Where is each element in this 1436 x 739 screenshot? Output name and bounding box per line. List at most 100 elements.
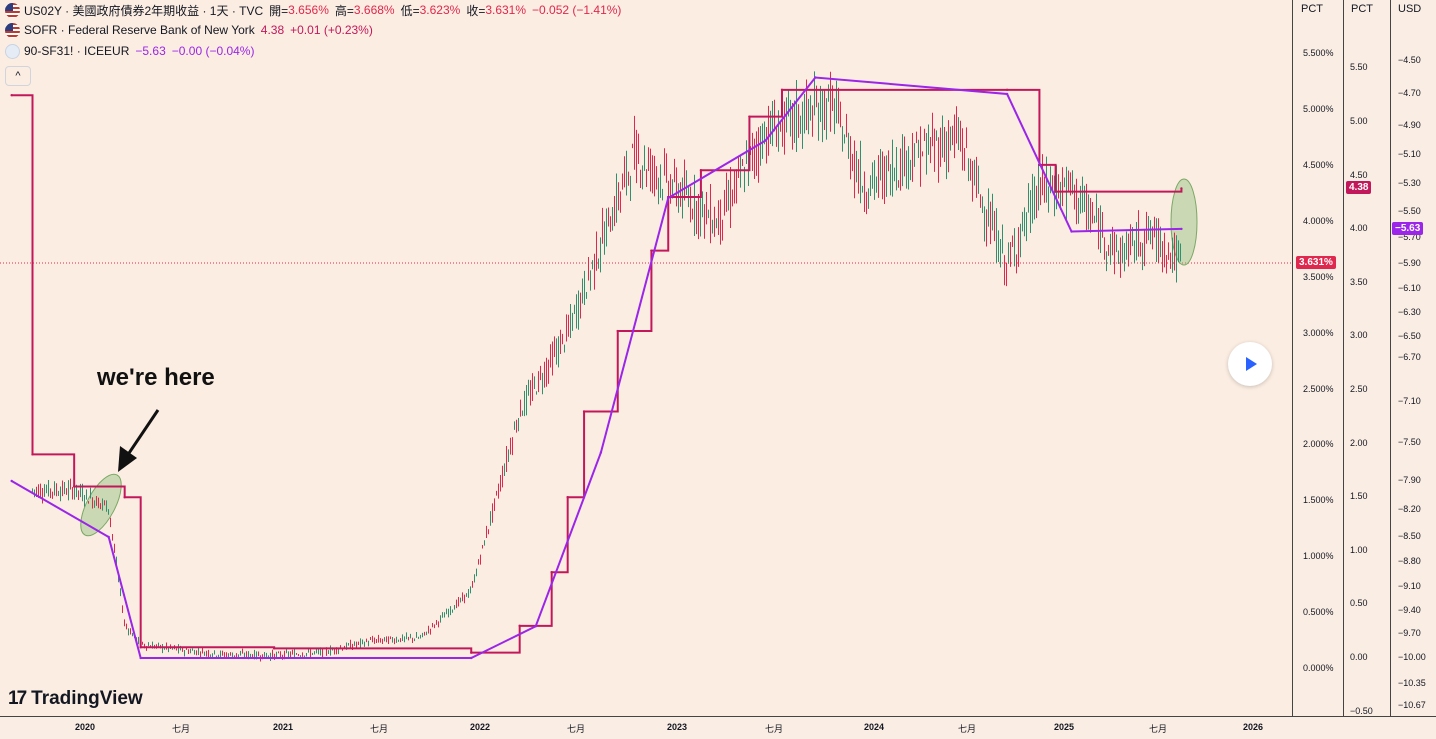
legend-high: 3.668% bbox=[353, 3, 395, 17]
axis-tick-label: −7.50 bbox=[1398, 437, 1421, 447]
axis-tick-label: 4.000% bbox=[1303, 215, 1334, 226]
axis-tick-label: −5.70 bbox=[1398, 232, 1421, 242]
axis-tick-label: 1.00 bbox=[1350, 544, 1368, 555]
axis-tick-label: 0.50 bbox=[1350, 598, 1368, 609]
sf31-point bbox=[667, 196, 670, 200]
price-chart[interactable] bbox=[0, 0, 1292, 716]
highlight-ellipse-2025 bbox=[1170, 178, 1198, 266]
axis-tick-label: 5.50 bbox=[1350, 62, 1368, 73]
axis-tick-label: 2.00 bbox=[1350, 437, 1368, 448]
legend-sofr-value: 4.38 bbox=[260, 23, 285, 37]
axis-tick-label: −6.10 bbox=[1398, 283, 1421, 293]
sofr-point bbox=[748, 115, 751, 118]
axis-tick-label: 2.500% bbox=[1303, 383, 1334, 394]
sofr-point bbox=[1180, 187, 1183, 190]
sf31-point bbox=[107, 535, 110, 539]
axis-tick-label: 0.000% bbox=[1303, 663, 1334, 673]
legend-open: 3.656% bbox=[288, 3, 329, 17]
sofr-point bbox=[72, 485, 76, 488]
us02y-candles bbox=[32, 71, 1181, 662]
axis-tick-label: −6.30 bbox=[1398, 307, 1421, 317]
axis-tick-label: 1.000% bbox=[1303, 551, 1334, 562]
time-axis-label: 七月 bbox=[1148, 724, 1168, 734]
axis-tick-label: −5.10 bbox=[1398, 149, 1421, 159]
axis-tick-label: −9.70 bbox=[1398, 628, 1421, 638]
sf31-point bbox=[764, 139, 767, 142]
sofr-point bbox=[650, 249, 653, 252]
axis-tick-label: 2.50 bbox=[1350, 384, 1368, 394]
axis-tick-label: −7.90 bbox=[1398, 475, 1421, 485]
sf31-point bbox=[1070, 230, 1073, 233]
ice-logo-icon bbox=[5, 43, 20, 59]
annotation-text: we're here bbox=[97, 364, 215, 391]
axis-divider bbox=[1343, 0, 1344, 716]
time-axis-label: 2020 bbox=[74, 722, 96, 732]
play-button[interactable] bbox=[1228, 342, 1272, 386]
sofr-point bbox=[550, 571, 553, 574]
axis-tick-label: −8.20 bbox=[1398, 504, 1421, 514]
sf31-series-line bbox=[11, 76, 1182, 659]
sofr-point bbox=[582, 410, 586, 413]
sf31-point bbox=[1180, 227, 1183, 231]
axis-tick-label: −10.67 bbox=[1398, 700, 1426, 710]
time-axis-label: 七月 bbox=[957, 724, 977, 734]
axis-tick-label: 4.500% bbox=[1303, 159, 1334, 170]
axis-tick-label: −4.50 bbox=[1398, 55, 1421, 65]
legend-sofr[interactable]: SOFR · Federal Reserve Bank of New York … bbox=[5, 21, 373, 39]
axis-value-tag: −5.63 bbox=[1392, 221, 1424, 235]
play-icon bbox=[1246, 357, 1257, 371]
axis-tick-label: 4.00 bbox=[1350, 223, 1368, 234]
sofr-point bbox=[139, 646, 142, 649]
axis-tick-label: 3.500% bbox=[1303, 271, 1334, 282]
tradingview-logo[interactable]: 17 TradingView bbox=[8, 688, 143, 710]
sofr-point bbox=[470, 651, 473, 654]
axis-divider bbox=[1390, 0, 1391, 716]
time-axis-label: 七月 bbox=[566, 724, 586, 734]
time-axis-label: 2022 bbox=[469, 722, 491, 732]
legend-sf31[interactable]: 90-SF31! · ICEEUR −5.63 −0.00 (−0.04%) bbox=[5, 42, 254, 60]
sofr-point bbox=[616, 329, 619, 333]
sofr-point bbox=[566, 496, 569, 499]
time-axis-label: 2023 bbox=[666, 722, 688, 732]
legend-us02y[interactable]: US02Y · 美國政府債券2年期收益 · 1天 · TVC 開= 3.656% … bbox=[5, 1, 621, 19]
legend-low-label: 低= bbox=[400, 3, 420, 18]
tradingview-logo-text: TradingView bbox=[31, 688, 143, 709]
sf31-point bbox=[814, 76, 817, 79]
axis-tick-label: −7.10 bbox=[1398, 396, 1421, 406]
axis-divider bbox=[1292, 0, 1293, 716]
axis-tick-label: −9.40 bbox=[1398, 605, 1421, 615]
legend-sofr-change: +0.01 (+0.23%) bbox=[290, 23, 373, 37]
sofr-series-line bbox=[11, 88, 1183, 654]
sofr-point bbox=[123, 496, 126, 499]
legend-sf31-change: −0.00 (−0.04%) bbox=[171, 44, 255, 58]
axis-tick-label: 1.50 bbox=[1350, 491, 1368, 502]
sofr-point bbox=[1054, 190, 1057, 193]
sofr-point bbox=[780, 88, 784, 92]
axis-tick-label: 4.50 bbox=[1350, 169, 1368, 180]
chart-area[interactable] bbox=[0, 0, 1292, 716]
axis-tick-label: −0.50 bbox=[1350, 705, 1373, 716]
sf31-point bbox=[470, 656, 473, 660]
axis-tick-label: 0.500% bbox=[1303, 607, 1334, 618]
sofr-point bbox=[518, 624, 521, 628]
legend-sf31-name: 90-SF31! · ICEEUR bbox=[24, 44, 130, 58]
legend-sf31-value: −5.63 bbox=[135, 44, 166, 58]
axis-tick-label: 0.00 bbox=[1350, 652, 1368, 662]
legend-close-label: 收= bbox=[466, 3, 486, 18]
legend-low: 3.623% bbox=[419, 3, 461, 17]
time-axis-label: 2025 bbox=[1053, 722, 1075, 732]
axis-tick-label: −4.90 bbox=[1398, 120, 1421, 130]
axis3-header: USD bbox=[1398, 3, 1422, 15]
axis-tick-label: −6.70 bbox=[1398, 352, 1421, 362]
time-axis-divider bbox=[0, 716, 1436, 717]
axis-tick-label: 5.500% bbox=[1303, 48, 1334, 59]
sf31-point bbox=[534, 625, 537, 628]
collapse-legend-button[interactable]: ^ bbox=[5, 66, 31, 86]
legend-high-label: 高= bbox=[334, 3, 354, 18]
legend-close: 3.631% bbox=[485, 3, 527, 17]
axis-tick-label: 5.00 bbox=[1350, 116, 1368, 126]
time-axis-label: 七月 bbox=[171, 724, 191, 734]
axis-tick-label: 3.50 bbox=[1350, 276, 1368, 287]
sofr-point bbox=[272, 647, 276, 650]
sf31-point bbox=[599, 451, 603, 454]
